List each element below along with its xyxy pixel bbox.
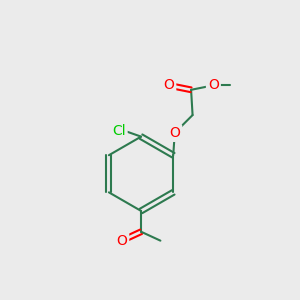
Text: O: O xyxy=(208,78,219,92)
Text: Cl: Cl xyxy=(112,124,126,138)
Text: O: O xyxy=(169,126,180,140)
Text: O: O xyxy=(164,78,174,92)
Text: O: O xyxy=(116,234,127,248)
